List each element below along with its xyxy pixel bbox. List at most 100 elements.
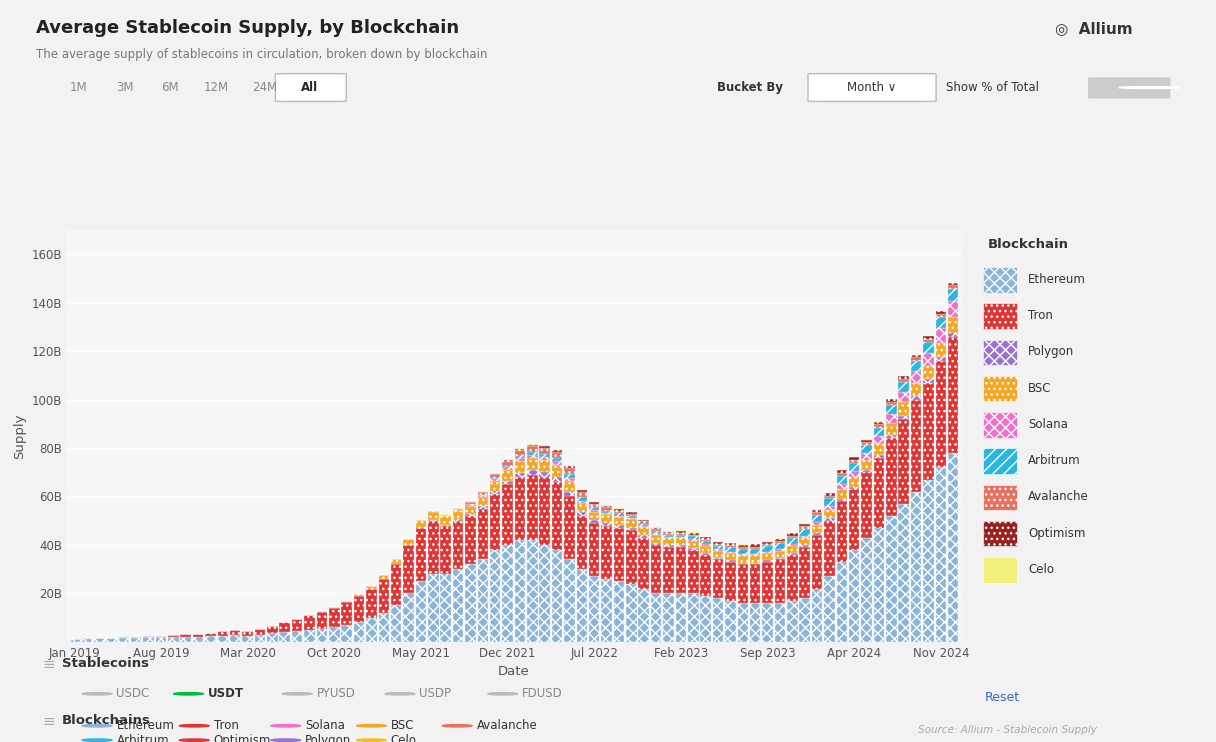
Bar <box>812 512 822 515</box>
Bar <box>527 475 537 540</box>
Bar <box>242 631 253 636</box>
Bar <box>849 471 860 477</box>
Bar <box>688 548 698 550</box>
Bar <box>540 477 550 545</box>
Bar <box>404 545 413 594</box>
Bar <box>688 550 698 594</box>
Bar <box>602 522 612 525</box>
Bar <box>873 436 884 444</box>
Text: Optimism: Optimism <box>214 734 271 742</box>
Bar <box>775 559 786 603</box>
Bar <box>948 301 958 317</box>
Bar <box>292 619 303 631</box>
Bar <box>725 543 736 545</box>
Bar <box>676 594 686 642</box>
Bar <box>812 515 822 522</box>
Bar <box>466 516 475 565</box>
Bar <box>143 637 154 642</box>
Text: Month ∨: Month ∨ <box>848 81 896 94</box>
Bar <box>564 478 575 482</box>
Bar <box>676 545 686 548</box>
Bar <box>638 520 649 522</box>
Bar <box>143 636 154 637</box>
Bar <box>502 466 513 467</box>
Bar <box>849 487 860 489</box>
Bar <box>478 506 488 508</box>
Bar <box>651 528 662 529</box>
Text: Tron: Tron <box>1029 309 1053 322</box>
Bar <box>873 458 884 528</box>
Bar <box>638 524 649 526</box>
Bar <box>131 637 141 642</box>
Bar <box>638 538 649 588</box>
Bar <box>502 470 513 481</box>
Bar <box>738 603 748 642</box>
Circle shape <box>385 692 415 695</box>
Bar <box>552 449 562 450</box>
Bar <box>837 476 848 484</box>
Bar <box>540 456 550 460</box>
Bar <box>514 456 525 458</box>
Bar <box>688 536 698 539</box>
Text: Show % of Total: Show % of Total <box>946 81 1040 94</box>
Text: Optimism: Optimism <box>1029 527 1086 539</box>
Bar <box>576 569 587 642</box>
Bar <box>268 634 277 642</box>
Bar <box>812 525 822 533</box>
Bar <box>390 559 401 565</box>
Text: Reset: Reset <box>985 692 1020 704</box>
Bar <box>378 575 389 579</box>
Bar <box>984 557 1017 582</box>
Bar <box>824 518 834 521</box>
Bar <box>688 541 698 548</box>
Bar <box>984 448 1017 474</box>
Bar <box>576 516 587 569</box>
Bar <box>873 444 884 455</box>
Bar <box>466 504 475 506</box>
Bar <box>750 547 760 549</box>
FancyBboxPatch shape <box>275 73 347 102</box>
Bar <box>775 543 786 549</box>
Bar <box>366 588 377 617</box>
Bar <box>873 455 884 458</box>
Bar <box>614 509 624 510</box>
Bar <box>651 531 662 533</box>
Bar <box>156 636 167 637</box>
Bar <box>984 485 1017 510</box>
Bar <box>280 623 289 632</box>
Circle shape <box>83 739 112 741</box>
Bar <box>713 551 724 558</box>
Bar <box>206 636 215 642</box>
Bar <box>268 626 277 634</box>
Bar <box>911 371 922 383</box>
Bar <box>750 603 760 642</box>
Bar <box>762 542 773 544</box>
Bar <box>478 495 488 497</box>
Bar <box>614 581 624 642</box>
Bar <box>576 501 587 502</box>
Bar <box>576 497 587 501</box>
Text: Ethereum: Ethereum <box>1029 273 1086 286</box>
Bar <box>490 491 501 494</box>
Bar <box>602 506 612 508</box>
Bar <box>713 549 724 551</box>
Bar <box>812 588 822 642</box>
Bar <box>775 549 786 551</box>
Bar <box>738 549 748 554</box>
Bar <box>552 465 562 477</box>
Bar <box>948 337 958 453</box>
Bar <box>984 267 1017 292</box>
Bar <box>478 492 488 495</box>
Bar <box>849 458 860 460</box>
Bar <box>899 382 908 392</box>
Bar <box>861 445 872 453</box>
Bar <box>428 512 439 520</box>
Bar <box>799 524 810 526</box>
Bar <box>700 537 711 539</box>
Bar <box>527 447 537 453</box>
Bar <box>725 548 736 552</box>
Bar <box>750 554 760 555</box>
Bar <box>576 492 587 497</box>
Bar <box>626 513 637 516</box>
Bar <box>514 461 525 473</box>
